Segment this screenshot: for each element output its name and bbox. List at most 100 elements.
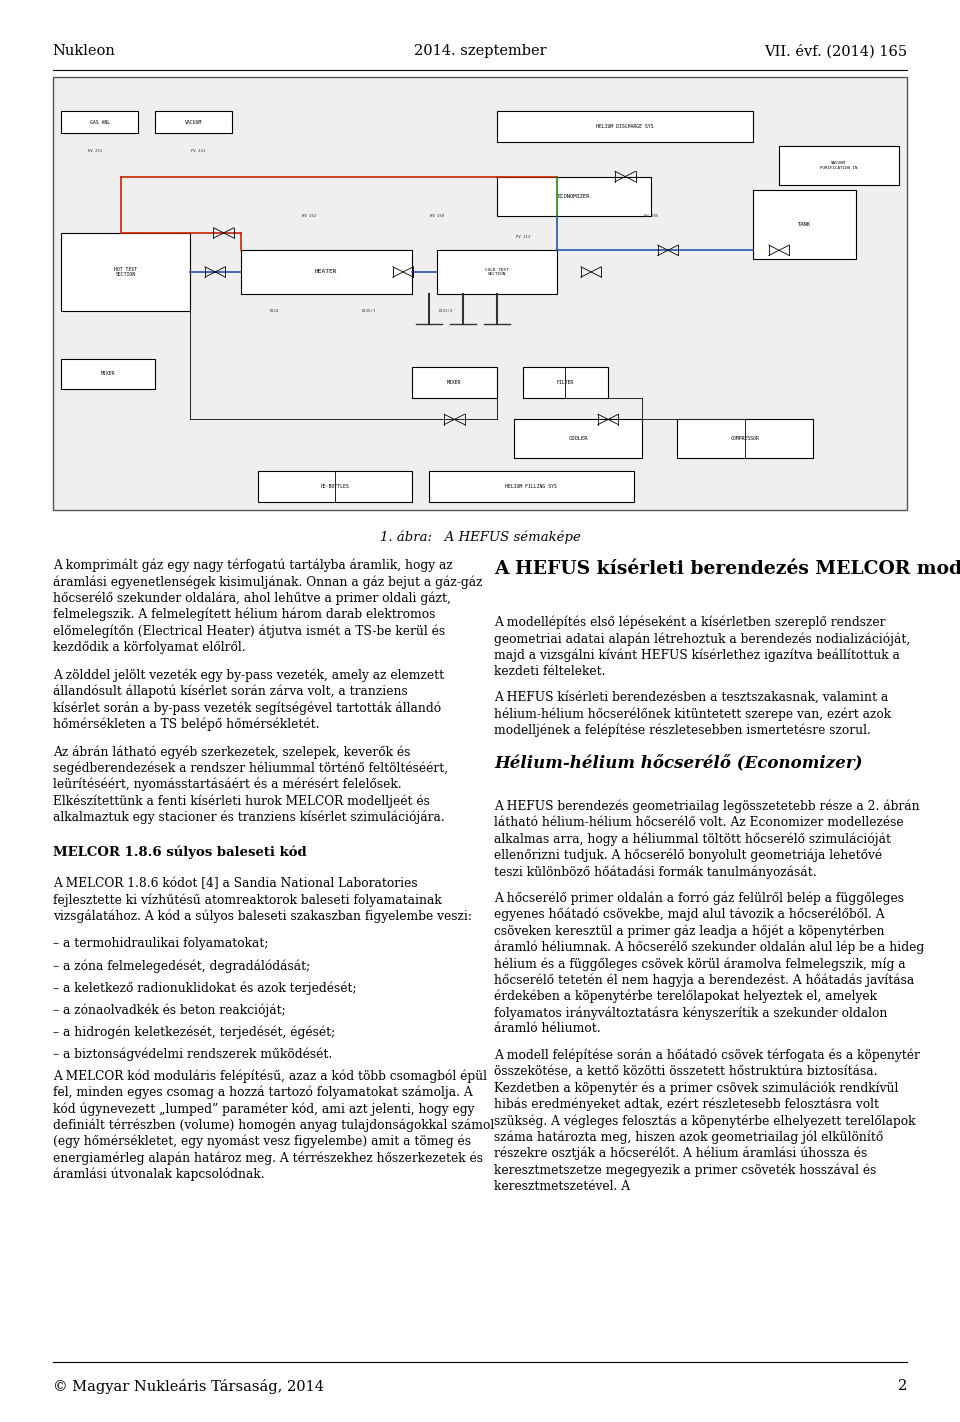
Bar [241,250,412,294]
Text: – a termohidraulikai folyamatokat;: – a termohidraulikai folyamatokat; [53,937,268,950]
Text: alkalmaztuk egy stacioner és tranziens kísérlet szimulációjára.: alkalmaztuk egy stacioner és tranziens k… [53,811,444,823]
Text: PV 231: PV 231 [191,148,205,152]
Text: kezdeti félteleket.: kezdeti félteleket. [494,664,606,678]
Text: segédberendezések a rendszer héliummal történő feltöltéséért,: segédberendezések a rendszer héliummal t… [53,761,448,775]
Text: vizsgálatához. A kód a súlyos baleseti szakaszban figyelembe veszi:: vizsgálatához. A kód a súlyos baleseti s… [53,909,471,923]
Text: állandósult állapotú kísérlet során zárva volt, a tranziens: állandósult állapotú kísérlet során zárv… [53,684,408,698]
Bar [754,189,856,259]
Text: teszi különböző hőátadási formák tanulmányozását.: teszi különböző hőátadási formák tanulmá… [494,865,817,879]
Text: előmelegítőn (Electrical Heater) átjutva ismét a TS-be kerül és: előmelegítőn (Electrical Heater) átjutva… [53,624,444,637]
Text: Az ábrán látható egyéb szerkezetek, szelepek, keverők és: Az ábrán látható egyéb szerkezetek, szel… [53,745,410,758]
Text: A modell felépítése során a hőátadó csövek térfogata és a köpenytér: A modell felépítése során a hőátadó csöv… [494,1049,921,1062]
Text: HV 250: HV 250 [430,213,444,218]
Text: áramlási egyenetlenségek kisimuljának. Onnan a gáz bejut a gáz-gáz: áramlási egyenetlenségek kisimuljának. O… [53,574,482,589]
Text: HV 251: HV 251 [88,148,103,152]
Bar [61,358,156,390]
Text: HV 285: HV 285 [644,213,658,218]
Text: – a zóna felmelegedését, degradálódását;: – a zóna felmelegedését, degradálódását; [53,958,310,973]
Text: kezdődik a körfolyamat előlről.: kezdődik a körfolyamat előlről. [53,640,246,654]
Text: A HEFUS berendezés geometriailag legösszetetebb része a 2. ábrán: A HEFUS berendezés geometriailag legössz… [494,799,920,813]
Text: PV 213: PV 213 [516,235,530,239]
Text: kísérlet során a by-pass vezeték segítségével tartották állandó: kísérlet során a by-pass vezeték segítsé… [53,701,441,714]
Text: A hőcserélő primer oldalán a forró gáz felülről belép a függőleges: A hőcserélő primer oldalán a forró gáz f… [494,892,904,904]
Text: 2014. szeptember: 2014. szeptember [414,44,546,58]
Text: összekötése, a kettő közötti összetett hőstruktúra biztosítása.: összekötése, a kettő közötti összetett h… [494,1065,877,1078]
Text: TANK: TANK [798,222,811,226]
Text: D214: D214 [270,309,279,313]
Text: fejlesztette ki vízhűtésű atomreaktorok baleseti folyamatainak: fejlesztette ki vízhűtésű atomreaktorok … [53,893,442,906]
Text: MIXER: MIXER [447,380,462,385]
Text: áramló héliumot.: áramló héliumot. [494,1022,601,1035]
Text: Nukleon: Nukleon [53,44,115,58]
Text: áramlási útvonalak kapcsolódnak.: áramlási útvonalak kapcsolódnak. [53,1167,264,1180]
Text: modelljének a felépítése részletesebben ismertetésre szorul.: modelljének a felépítése részletesebben … [494,724,872,737]
Text: A zölddel jelölt vezeték egy by-pass vezeték, amely az elemzett: A zölddel jelölt vezeték egy by-pass vez… [53,668,444,681]
Text: energiamérleg alapán határoz meg. A térrészekhez hőszerkezetek és: energiamérleg alapán határoz meg. A térr… [53,1150,483,1165]
Text: látható hélium-hélium hőcserélő volt. Az Economizer modellezése: látható hélium-hélium hőcserélő volt. Az… [494,816,904,829]
Bar [61,233,189,311]
Text: egyenes hőátadó csövekbe, majd alul távozik a hőcserélőből. A: egyenes hőátadó csövekbe, majd alul távo… [494,907,885,921]
Text: MELCOR 1.8.6 súlyos baleseti kód: MELCOR 1.8.6 súlyos baleseti kód [53,845,306,859]
Text: © Magyar Nukleáris Társaság, 2014: © Magyar Nukleáris Társaság, 2014 [53,1379,324,1395]
Text: hőmérsékleten a TS belépő hőmérsékletét.: hőmérsékleten a TS belépő hőmérsékletét. [53,717,320,731]
Text: – a zónaolvadkék és beton reakcióját;: – a zónaolvadkék és beton reakcióját; [53,1003,285,1017]
Text: geometriai adatai alapán létrehoztuk a berendezés nodializációját,: geometriai adatai alapán létrehoztuk a b… [494,631,911,646]
Text: HV 252: HV 252 [302,213,316,218]
Text: FILTER: FILTER [557,380,574,385]
Bar [497,176,651,216]
Text: érdekében a köpenytérbe terelőlapokat helyeztek el, amelyek: érdekében a köpenytérbe terelőlapokat he… [494,990,877,1003]
Text: HELIUM FILLING SYS: HELIUM FILLING SYS [505,483,557,489]
Text: folyamatos irányváltoztatásra kényszerítik a szekunder oldalon: folyamatos irányváltoztatásra kényszerít… [494,1007,888,1020]
Text: A komprimált gáz egy nagy térfogatú tartályba áramlik, hogy az: A komprimált gáz egy nagy térfogatú tart… [53,559,452,572]
Text: Elkészítettünk a fenti kísérleti hurok MELCOR modelljeét és: Elkészítettünk a fenti kísérleti hurok M… [53,793,430,808]
Text: keresztmetszetze megegyezik a primer csöveték hosszával és: keresztmetszetze megegyezik a primer csö… [494,1163,876,1176]
Text: hőcserélő szekunder oldalára, ahol lehűtve a primer oldali gázt,: hőcserélő szekunder oldalára, ahol lehűt… [53,592,450,604]
Text: hélium-hélium hőcserélőnek kitüntetett szerepe van, ezért azok: hélium-hélium hőcserélőnek kitüntetett s… [494,707,892,721]
Text: COOLER: COOLER [568,437,588,441]
Text: ECONOMIZER: ECONOMIZER [558,193,590,199]
Bar [522,367,609,398]
Bar [156,111,232,134]
Bar [53,77,907,510]
Text: – a biztonságvédelmi rendszerek működését.: – a biztonságvédelmi rendszerek működésé… [53,1047,332,1061]
Text: áramló héliumnak. A hőcserélő szekunder oldalán alul lép be a hideg: áramló héliumnak. A hőcserélő szekunder … [494,941,924,954]
Text: részekre osztják a hőcserélőt. A hélium áramlási úhossza és: részekre osztják a hőcserélőt. A hélium … [494,1148,868,1160]
Text: COLD TEST
SECTION: COLD TEST SECTION [485,267,509,276]
Text: hélium és a függőleges csövek körül áramolva felmelegszik, míg a: hélium és a függőleges csövek körül áram… [494,957,906,970]
Text: VACUUM
PURIFICATION IN: VACUUM PURIFICATION IN [820,162,857,171]
Text: felmelegszik. A felmelegített hélium három darab elektromos: felmelegszik. A felmelegített hélium hár… [53,607,435,621]
Text: definiált térrészben (volume) homogén anyag tulajdonságokkal számol: definiált térrészben (volume) homogén an… [53,1118,494,1132]
Text: D215/2: D215/2 [439,309,453,313]
Text: HE-BOTTLES: HE-BOTTLES [321,483,349,489]
Text: ellenőrizni tudjuk. A hőcserélő bonyolult geometriája lehetővé: ellenőrizni tudjuk. A hőcserélő bonyolul… [494,849,882,862]
Text: GAS ANL: GAS ANL [89,119,109,125]
Bar [412,367,497,398]
Text: 2: 2 [898,1379,907,1394]
Text: száma határozta meg, hiszen azok geometriailag jól elkülönítő: száma határozta meg, hiszen azok geometr… [494,1130,883,1143]
Text: A MELCOR 1.8.6 kódot [4] a Sandia National Laboratories: A MELCOR 1.8.6 kódot [4] a Sandia Nation… [53,876,418,890]
Text: 1. ábra:   A HEFUS sémaképe: 1. ábra: A HEFUS sémaképe [379,530,581,543]
Text: szükség. A végleges felosztás a köpenytérbe elhelyezett terelőlapok: szükség. A végleges felosztás a köpenyté… [494,1115,916,1128]
Bar [258,472,412,502]
Text: HELIUM DISCHARGE SYS: HELIUM DISCHARGE SYS [596,124,654,129]
Text: keresztmetszetével. A: keresztmetszetével. A [494,1180,631,1193]
Text: A HEFUS kísérleti berendezésben a tesztszakasnak, valamint a: A HEFUS kísérleti berendezésben a teszts… [494,691,889,704]
Bar [438,250,557,294]
Text: A MELCOR kód moduláris felépítésű, azaz a kód több csomagból épül: A MELCOR kód moduláris felépítésű, azaz … [53,1069,487,1082]
Text: VACUUM: VACUUM [185,119,203,125]
Text: alkalmas arra, hogy a héliummal töltött hőcserélő szimulációját: alkalmas arra, hogy a héliummal töltött … [494,832,892,846]
Text: HEATER: HEATER [315,269,338,274]
Bar [780,146,899,185]
Text: MIXER: MIXER [101,371,115,377]
Text: leürítéséért, nyomásstartásáért és a mérésért felelősek.: leürítéséért, nyomásstartásáért és a mér… [53,778,401,791]
Bar [429,472,634,502]
Text: kód úgynevezett „lumped” paraméter kód, ami azt jelenti, hogy egy: kód úgynevezett „lumped” paraméter kód, … [53,1102,474,1115]
Bar [515,419,642,458]
Bar [61,111,138,134]
Text: D215/1: D215/1 [362,309,376,313]
Bar [497,111,754,142]
Text: majd a vizsgálni kívánt HEFUS kísérlethez igazítva beállítottuk a: majd a vizsgálni kívánt HEFUS kísérlethe… [494,648,900,661]
Text: A modellépítés első lépéseként a kísérletben szereplő rendszer: A modellépítés első lépéseként a kísérle… [494,616,886,629]
Text: A HEFUS kísérleti berendezés MELCOR modellje: A HEFUS kísérleti berendezés MELCOR mode… [494,559,960,579]
Text: – a hidrogén keletkezését, terjedését, égését;: – a hidrogén keletkezését, terjedését, é… [53,1025,335,1038]
